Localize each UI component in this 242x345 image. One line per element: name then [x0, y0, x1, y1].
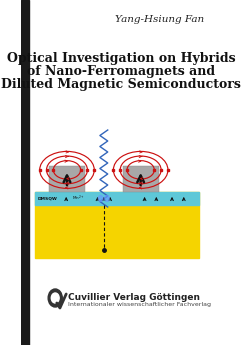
Text: Yang-Hsiung Fan: Yang-Hsiung Fan: [115, 15, 204, 24]
Circle shape: [48, 289, 62, 307]
Text: Mn$^{2+}$: Mn$^{2+}$: [72, 194, 85, 203]
Text: Optical Investigation on Hybrids: Optical Investigation on Hybrids: [7, 52, 235, 65]
Text: Internationaler wissenschaftlicher Fachverlag: Internationaler wissenschaftlicher Fachv…: [68, 302, 211, 307]
Bar: [49, 166, 85, 192]
Text: of Nano-Ferromagnets and: of Nano-Ferromagnets and: [27, 65, 215, 78]
Circle shape: [51, 293, 59, 303]
Bar: [35, 192, 199, 258]
Bar: [123, 166, 159, 192]
Text: Diluted Magnetic Semiconductors: Diluted Magnetic Semiconductors: [1, 78, 241, 91]
Bar: [21, 0, 29, 345]
Text: DMSQW: DMSQW: [38, 197, 58, 200]
Circle shape: [98, 196, 103, 201]
Text: Cuvillier Verlag Göttingen: Cuvillier Verlag Göttingen: [68, 293, 200, 302]
Circle shape: [105, 196, 109, 201]
Bar: [35, 192, 199, 205]
